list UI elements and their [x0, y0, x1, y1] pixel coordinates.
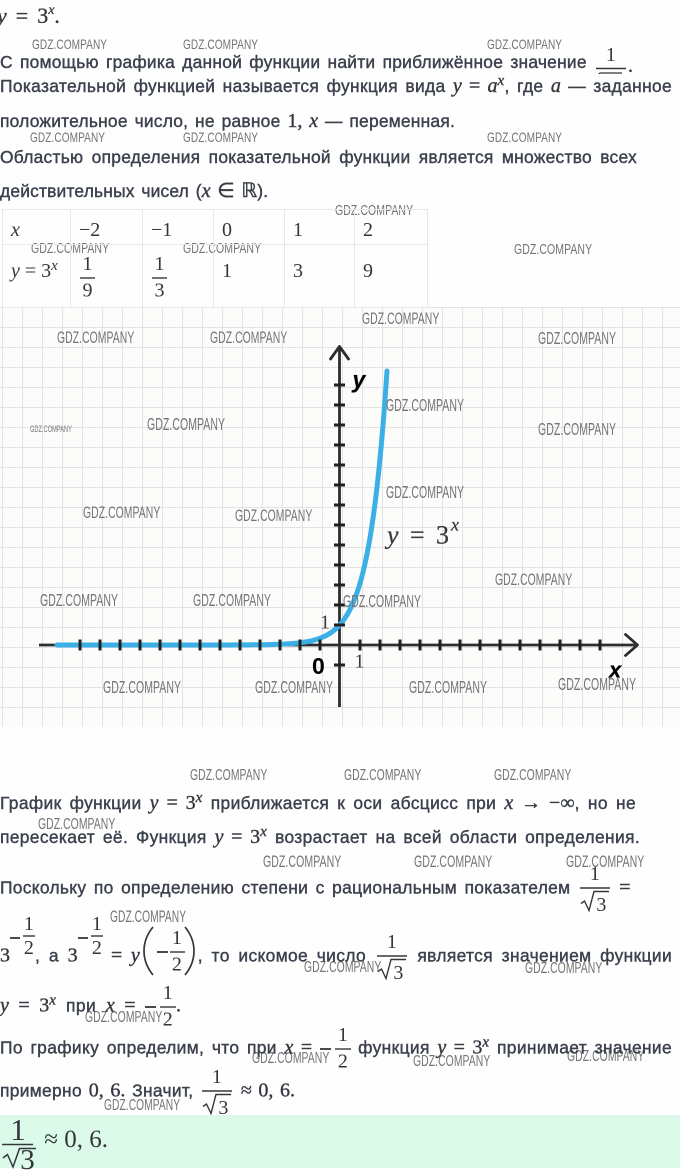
- svg-text:1: 1: [320, 612, 330, 634]
- svg-text:1: 1: [337, 1027, 347, 1046]
- svg-text:1: 1: [10, 1118, 26, 1147]
- svg-text:3: 3: [155, 280, 165, 302]
- svg-text:x: x: [608, 658, 622, 683]
- svg-text:y: y: [352, 367, 367, 393]
- svg-text:2: 2: [172, 954, 182, 976]
- svg-text:1: 1: [590, 866, 600, 885]
- svg-text:1: 1: [172, 927, 182, 949]
- svg-text:2: 2: [163, 1009, 173, 1031]
- svg-text:y: y: [384, 521, 399, 550]
- svg-text:3: 3: [436, 521, 449, 550]
- svg-text:9: 9: [83, 280, 93, 302]
- svg-text:1: 1: [606, 48, 616, 66]
- svg-text:0: 0: [312, 653, 325, 679]
- svg-text:2: 2: [24, 937, 34, 954]
- svg-text:=: =: [410, 521, 425, 550]
- svg-text:2: 2: [91, 937, 101, 954]
- svg-text:1: 1: [212, 1069, 222, 1088]
- svg-text:3: 3: [393, 962, 403, 981]
- svg-text:1: 1: [91, 913, 101, 935]
- svg-text:1: 1: [355, 651, 365, 673]
- svg-text:1: 1: [155, 256, 165, 275]
- svg-text:2: 2: [337, 1050, 347, 1072]
- svg-text:3: 3: [596, 894, 606, 913]
- svg-text:x: x: [450, 515, 459, 535]
- svg-text:3: 3: [219, 1097, 229, 1116]
- svg-text:3: 3: [20, 1144, 35, 1170]
- svg-text:1: 1: [83, 256, 93, 275]
- svg-text:1: 1: [24, 913, 34, 935]
- svg-text:1: 1: [163, 985, 173, 1004]
- svg-text:1: 1: [387, 934, 397, 953]
